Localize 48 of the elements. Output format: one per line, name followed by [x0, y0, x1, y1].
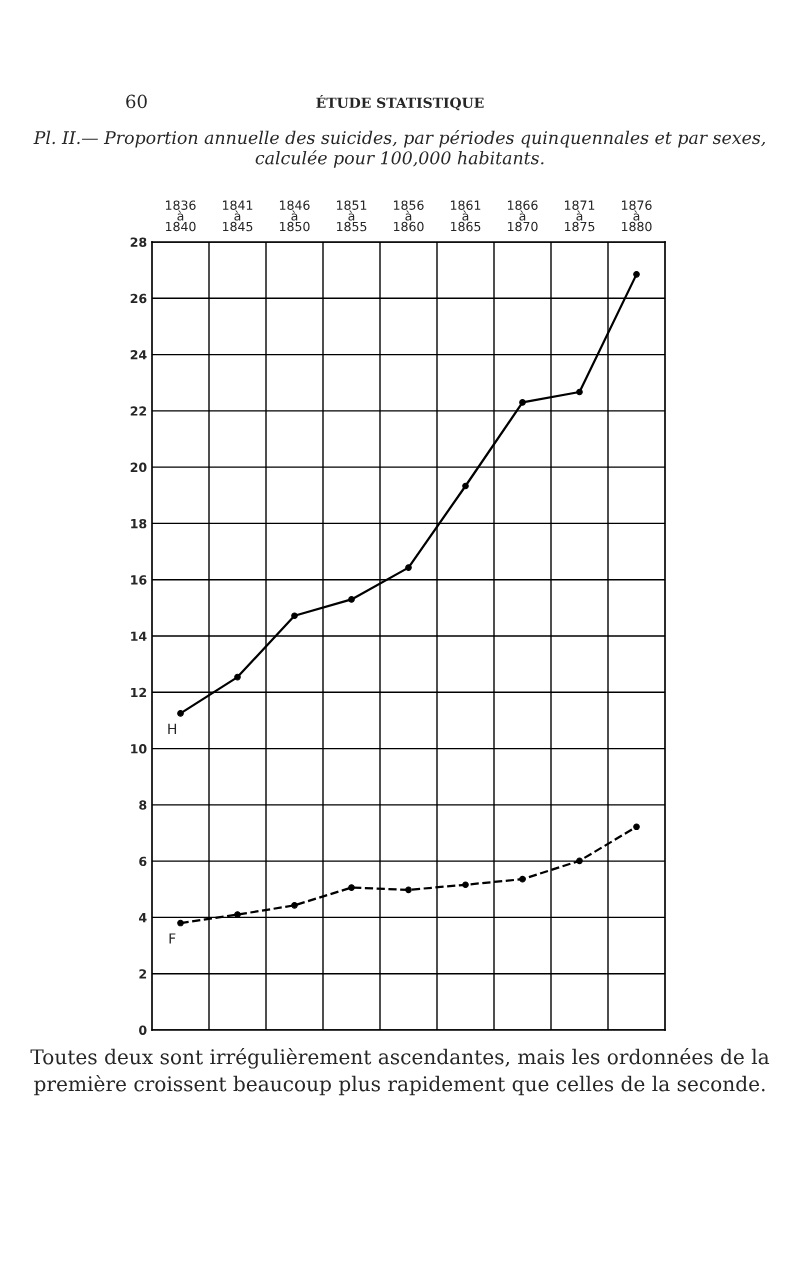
y-tick-label: 12	[131, 687, 147, 698]
text: 60	[126, 94, 147, 109]
y-tick-label: 0	[139, 1025, 147, 1035]
point	[462, 881, 469, 889]
point	[348, 596, 355, 603]
point	[234, 911, 241, 918]
point	[576, 388, 583, 396]
point	[519, 399, 526, 406]
x-tick-label: 1866 à 1870	[507, 200, 538, 232]
y-tick-label: 2	[139, 969, 147, 979]
point	[462, 482, 469, 490]
x-tick-label: 1871 à 1875	[564, 200, 595, 232]
y-tick-label: 14	[131, 631, 147, 641]
x-tick-label: 1876 à 1880	[621, 200, 652, 232]
point	[576, 857, 583, 865]
x-tick-label: 1851 à 1855	[336, 200, 367, 232]
series-label: H	[168, 723, 177, 734]
x-tick-label: 1856 à 1860	[393, 200, 424, 232]
y-tick-label: 26	[130, 293, 147, 304]
y-tick-label: 20	[130, 462, 147, 473]
point	[291, 612, 298, 620]
point	[348, 884, 355, 891]
y-tick-label: 6	[139, 856, 147, 867]
y-tick-label: 24	[130, 350, 147, 360]
y-tick-label: 16	[131, 575, 147, 585]
point	[291, 902, 298, 909]
x-tick-label: 1861 à 1865	[450, 200, 481, 232]
y-tick-label: 4	[139, 913, 147, 923]
point	[633, 271, 640, 278]
y-tick-label: 18	[131, 518, 147, 529]
point	[177, 919, 184, 927]
y-tick-label: 22	[130, 406, 147, 416]
y-tick-label: 10	[131, 744, 147, 754]
point	[177, 710, 184, 717]
point	[519, 875, 526, 883]
point	[633, 823, 640, 831]
text: ÉTUDE STATISTIQUE	[316, 94, 484, 111]
y-tick-label: 28	[130, 237, 147, 247]
point	[234, 673, 241, 681]
series-label: F	[169, 933, 176, 944]
x-tick-label: 1836 à 1840	[165, 200, 196, 232]
x-tick-label: 1841 à 1845	[222, 200, 253, 232]
x-tick-label: 1846 à 1850	[279, 200, 310, 232]
chart-title: Pl. II.— Proportion annuelle des suicides, par périodes quinquennales et par sexes, calculée pour 100,000 habitants.	[33, 130, 766, 168]
point	[405, 886, 412, 894]
text: Toutes deux sont irrégulièrement ascendantes, mais les ordonnées de la première croissent beaucoup plus rapidement que celles de la seconde.	[30, 1048, 770, 1096]
y-tick-label: 8	[139, 800, 147, 810]
point	[405, 564, 412, 571]
